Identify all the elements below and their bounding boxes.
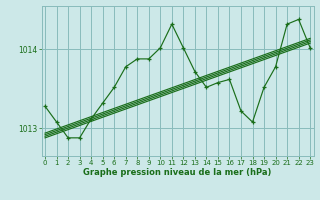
X-axis label: Graphe pression niveau de la mer (hPa): Graphe pression niveau de la mer (hPa) bbox=[84, 168, 272, 177]
